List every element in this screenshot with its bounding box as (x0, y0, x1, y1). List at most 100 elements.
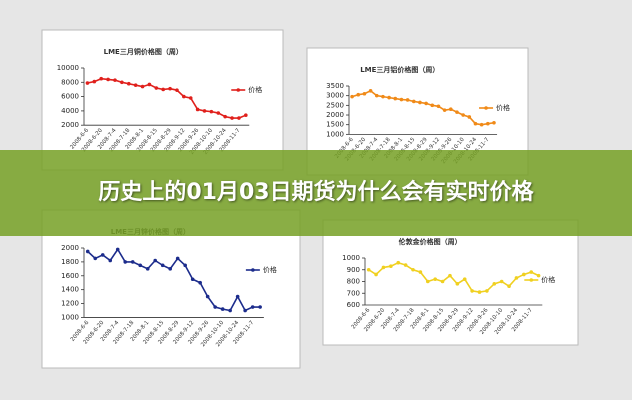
point (183, 263, 187, 268)
point (175, 256, 180, 261)
point (160, 263, 165, 268)
point (223, 114, 227, 119)
point (492, 120, 496, 125)
y-tick-label: 800 (347, 278, 360, 286)
y-tick-label: 1500 (326, 121, 344, 129)
point (366, 267, 371, 272)
point (92, 79, 97, 84)
point (374, 272, 378, 277)
point (399, 97, 404, 102)
point (374, 93, 379, 98)
point (202, 109, 207, 113)
y-tick-label: 2000 (326, 111, 344, 119)
point (113, 78, 117, 82)
point (213, 305, 217, 309)
point (115, 247, 120, 252)
panel (41, 29, 284, 171)
point (499, 279, 504, 284)
point (235, 294, 240, 299)
legend-marker (236, 88, 241, 92)
point (522, 272, 526, 277)
point (182, 94, 186, 99)
headline: 历史上的01月03日期货为什么会有实时价格 (98, 180, 534, 205)
point (168, 86, 172, 91)
point (130, 260, 135, 264)
point (448, 273, 452, 278)
point (147, 82, 152, 87)
point (140, 84, 145, 89)
y-tick-label: 1000 (342, 254, 360, 262)
y-tick-label: 900 (347, 266, 360, 274)
y-tick-label: 8000 (61, 78, 79, 86)
point (126, 81, 131, 86)
point (188, 96, 193, 100)
y-tick-label: 2000 (61, 244, 79, 252)
point (250, 305, 255, 309)
point (175, 88, 179, 92)
point (198, 280, 202, 285)
point (473, 121, 478, 126)
point (244, 113, 248, 117)
y-tick-label: 3500 (326, 82, 344, 90)
point (462, 277, 467, 281)
point (100, 253, 105, 257)
point (230, 116, 234, 120)
point (85, 81, 90, 85)
point (243, 308, 247, 313)
point (258, 305, 262, 309)
legend-label: 价格 (248, 85, 262, 94)
y-tick-label: 3000 (326, 92, 344, 100)
y-tick-label: 1200 (61, 300, 79, 308)
point (455, 110, 459, 114)
point (120, 80, 124, 85)
y-tick-label: 1000 (61, 313, 79, 321)
chart-title: LME三月铜价格图（周） (104, 47, 183, 56)
y-tick-label: 2000 (61, 121, 79, 129)
point (220, 307, 225, 311)
point (418, 100, 422, 105)
point (168, 267, 172, 271)
point (507, 284, 511, 289)
point (514, 276, 519, 280)
point (485, 289, 489, 293)
point (195, 107, 200, 112)
point (356, 92, 361, 97)
point (455, 282, 460, 286)
point (133, 83, 138, 87)
y-tick-label: 1800 (61, 258, 79, 266)
point (153, 258, 158, 263)
legend-label: 价格 (496, 103, 510, 112)
point (381, 94, 385, 99)
point (411, 267, 415, 272)
point (461, 113, 465, 117)
point (436, 104, 441, 109)
y-tick-label: 6000 (61, 93, 79, 101)
point (106, 77, 110, 82)
panel (322, 219, 579, 346)
point (411, 99, 416, 104)
point (138, 263, 143, 268)
point (424, 101, 428, 106)
legend-label: 价格 (541, 275, 555, 284)
y-tick-label: 1600 (61, 272, 79, 280)
y-tick-label: 4000 (61, 107, 79, 115)
point (387, 95, 391, 100)
point (418, 270, 423, 274)
point (228, 308, 232, 313)
point (486, 121, 490, 126)
legend-label: 价格 (263, 265, 277, 274)
legend-marker (484, 106, 488, 110)
point (403, 263, 408, 267)
point (529, 270, 534, 274)
point (442, 108, 447, 112)
point (368, 89, 373, 93)
y-tick-label: 1400 (61, 286, 79, 294)
point (362, 91, 367, 96)
point (396, 260, 401, 265)
point (440, 279, 445, 284)
chart-title: LME三月铝价格图（周） (360, 65, 439, 74)
point (389, 264, 393, 269)
legend-marker (251, 268, 255, 272)
point (381, 265, 386, 270)
